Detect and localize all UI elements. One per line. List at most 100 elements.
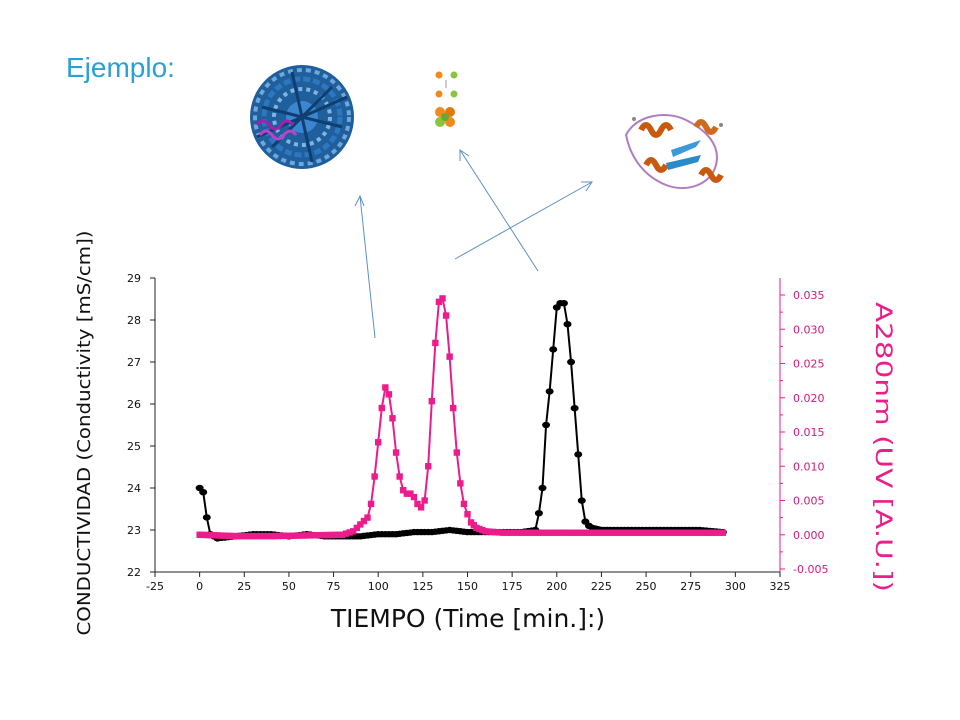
protein-structure-icon [624,114,724,190]
data-point [217,532,225,539]
data-point [549,346,558,353]
x-tick-label: 25 [237,580,251,593]
data-point [538,484,547,492]
data-point [235,532,243,540]
small-molecules-icon [435,71,458,127]
x-tick-label: 175 [502,580,523,593]
pointer-arrows [354,149,593,339]
data-point [257,532,264,540]
data-point [635,529,643,536]
data-point [242,532,250,540]
data-point [332,531,339,539]
data-point [628,529,635,536]
data-point [689,529,696,536]
data-point [232,532,239,540]
x-tick-label: 275 [680,580,701,593]
data-point [296,532,303,539]
data-point [364,514,371,521]
data-point [507,529,514,536]
data-point [492,528,500,536]
right-y-axis-ticks: -0.005 0.000 0.005 0.010 0.015 0.020 0.025 0.03… [780,289,828,576]
x-axis-title: TIEMPO (Time [min.]:) [330,604,605,633]
data-point [567,358,576,366]
data-point [396,473,403,480]
data-point [439,295,446,302]
data-point [706,529,713,536]
data-point [719,529,727,536]
data-point [709,529,717,536]
data-point [250,532,257,540]
right-y-tick-label: 0.035 [793,289,825,302]
data-point [207,531,214,539]
data-point [696,529,703,536]
data-point [292,532,300,539]
data-point [592,529,600,536]
data-point [435,298,443,306]
data-point [450,404,457,412]
data-point [403,490,410,497]
data-point [339,531,346,538]
data-point [289,532,296,539]
data-point [378,404,385,412]
data-point [653,529,660,536]
x-tick-label: 75 [327,580,341,593]
data-point [600,529,607,536]
series-line [199,296,723,538]
x-tick-label: 250 [636,580,657,593]
data-point [239,532,246,540]
data-point [199,489,208,496]
data-point [489,528,496,536]
x-tick-label: 300 [725,580,746,593]
data-point [457,480,464,487]
data-point [375,439,382,446]
left-y-tick-label: 25 [127,440,141,453]
right-y-tick-label: 0.030 [793,323,825,336]
data-point [267,532,275,540]
data-point [574,451,583,458]
left-y-tick-label: 27 [127,356,141,369]
data-point [546,529,553,536]
data-point [464,511,471,518]
data-point [703,529,710,536]
data-point [275,532,282,540]
data-point [221,532,228,539]
data-point [589,529,596,536]
data-point [716,529,723,536]
data-point [271,532,278,540]
data-point [350,528,357,535]
data-point [671,529,678,536]
data-point [282,532,289,540]
data-point [692,529,700,536]
data-point [389,415,396,422]
data-point [682,529,689,536]
data-point [607,529,614,536]
right-y-tick-label: 0.015 [793,426,825,439]
data-point [310,532,318,539]
left-y-tick-label: 23 [127,524,141,537]
data-point [570,405,579,412]
data-point [575,529,582,536]
data-point [228,532,235,540]
data-point [321,531,328,539]
left-y-axis-ticks: 22 23 24 25 26 27 28 29 [127,272,155,579]
x-axis-ticks: -25 0 25 50 75 100 125 150 175 200 225 250 275 300 325 [146,572,791,593]
virus-capsid-icon [250,65,354,169]
data-point [260,532,268,540]
arrow-to-protein [454,181,593,260]
data-point [453,449,460,456]
data-point [367,500,375,508]
data-point [660,529,668,536]
data-point [196,531,203,538]
data-point [525,529,532,536]
data-point [639,529,646,536]
data-point [285,532,293,539]
data-point [202,514,211,521]
left-y-tick-label: 24 [127,482,141,495]
data-point [585,529,593,536]
data-point [385,391,393,398]
arrow-to-virus-capsid [359,195,376,339]
data-point [550,529,557,536]
data-point [210,532,218,539]
data-point [667,529,675,536]
x-tick-label: 150 [457,580,478,593]
